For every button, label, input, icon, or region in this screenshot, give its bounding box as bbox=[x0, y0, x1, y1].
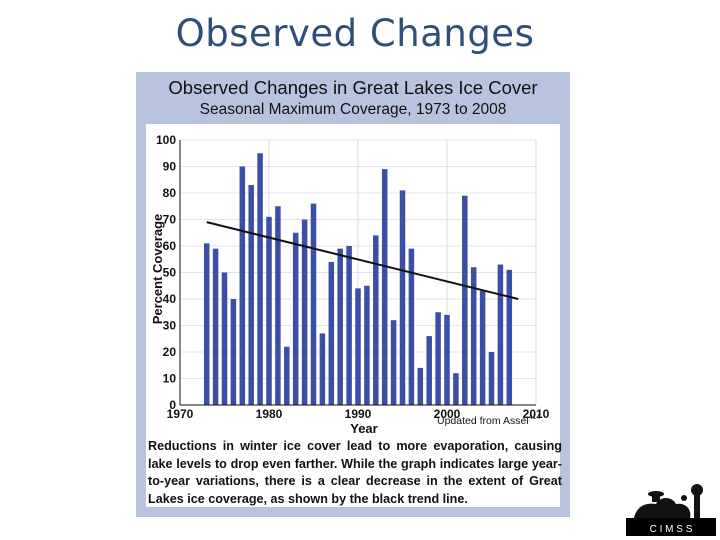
bar bbox=[346, 246, 352, 405]
trend-line bbox=[206, 221, 519, 300]
y-tick-label: 10 bbox=[163, 372, 177, 386]
x-tick-label: 1970 bbox=[167, 407, 194, 421]
bar bbox=[319, 333, 326, 405]
bar bbox=[203, 243, 210, 405]
slide-title: Observed Changes bbox=[175, 12, 535, 55]
bar bbox=[266, 216, 272, 405]
bar bbox=[399, 190, 406, 405]
axes bbox=[179, 140, 536, 406]
x-tick-label: 2000 bbox=[434, 407, 461, 421]
logo-text: C I M S S bbox=[650, 524, 693, 535]
source-note: Updated from Assel414 bbox=[437, 414, 540, 427]
trend-line-group bbox=[206, 221, 519, 300]
chart-caption: Reductions in winter ice cover lead to m… bbox=[148, 439, 562, 506]
y-tick-label: 30 bbox=[163, 319, 177, 333]
y-axis-label: Percent Coverage bbox=[150, 214, 165, 325]
x-axis-label: Year bbox=[350, 421, 377, 436]
y-tick-label: 50 bbox=[163, 266, 177, 280]
bar bbox=[275, 206, 281, 405]
bar bbox=[444, 314, 450, 405]
ice-cover-bar-chart: 0 10 20 30 40 50 60 70 80 90 100 1970 1980 1990 2000 2… bbox=[150, 133, 550, 436]
bar bbox=[364, 285, 370, 405]
y-tick-label: 0 bbox=[169, 398, 176, 412]
bar bbox=[337, 248, 343, 405]
y-tick-label: 60 bbox=[163, 239, 177, 253]
x-tick-label: 1980 bbox=[256, 407, 283, 421]
y-tick-label: 20 bbox=[163, 345, 177, 359]
bar bbox=[497, 264, 504, 405]
bar bbox=[310, 203, 317, 405]
bar bbox=[373, 235, 379, 405]
bar bbox=[284, 346, 290, 405]
bar bbox=[470, 267, 477, 405]
x-tick-label: 1990 bbox=[345, 407, 372, 421]
chart-subtitle: Seasonal Maximum Coverage, 1973 to 2008 bbox=[199, 101, 507, 118]
y-tick-label: 40 bbox=[163, 292, 177, 306]
bar bbox=[230, 299, 237, 405]
bar bbox=[435, 312, 441, 405]
y-tick-labels: 0 10 20 30 40 50 60 70 80 90 100 bbox=[156, 133, 176, 412]
bar bbox=[488, 352, 495, 405]
y-tick-label: 90 bbox=[163, 160, 177, 174]
bars bbox=[203, 153, 513, 405]
bar bbox=[221, 272, 228, 405]
bar bbox=[390, 320, 397, 405]
bar bbox=[506, 269, 513, 405]
bar bbox=[479, 291, 486, 405]
bar bbox=[426, 336, 432, 405]
x-tick-label: 2010 bbox=[523, 407, 550, 421]
y-tick-label: 100 bbox=[156, 133, 176, 147]
bar bbox=[381, 169, 388, 405]
bar bbox=[248, 185, 254, 405]
x-tick-labels: 1970 1980 1990 2000 2010 bbox=[167, 407, 550, 421]
bar bbox=[257, 153, 263, 405]
chart-title: Observed Changes in Great Lakes Ice Cove… bbox=[168, 77, 538, 98]
bar bbox=[462, 195, 468, 405]
bar bbox=[292, 232, 299, 405]
bar bbox=[301, 219, 308, 405]
bar bbox=[239, 166, 246, 405]
bar bbox=[355, 288, 361, 405]
bar bbox=[453, 373, 459, 405]
cimss-logo: C I M S S bbox=[626, 484, 716, 536]
bar bbox=[212, 248, 219, 405]
bar bbox=[417, 367, 424, 405]
bar bbox=[408, 248, 415, 405]
y-tick-label: 70 bbox=[163, 213, 177, 227]
y-tick-label: 80 bbox=[163, 186, 177, 200]
bar bbox=[328, 261, 335, 405]
